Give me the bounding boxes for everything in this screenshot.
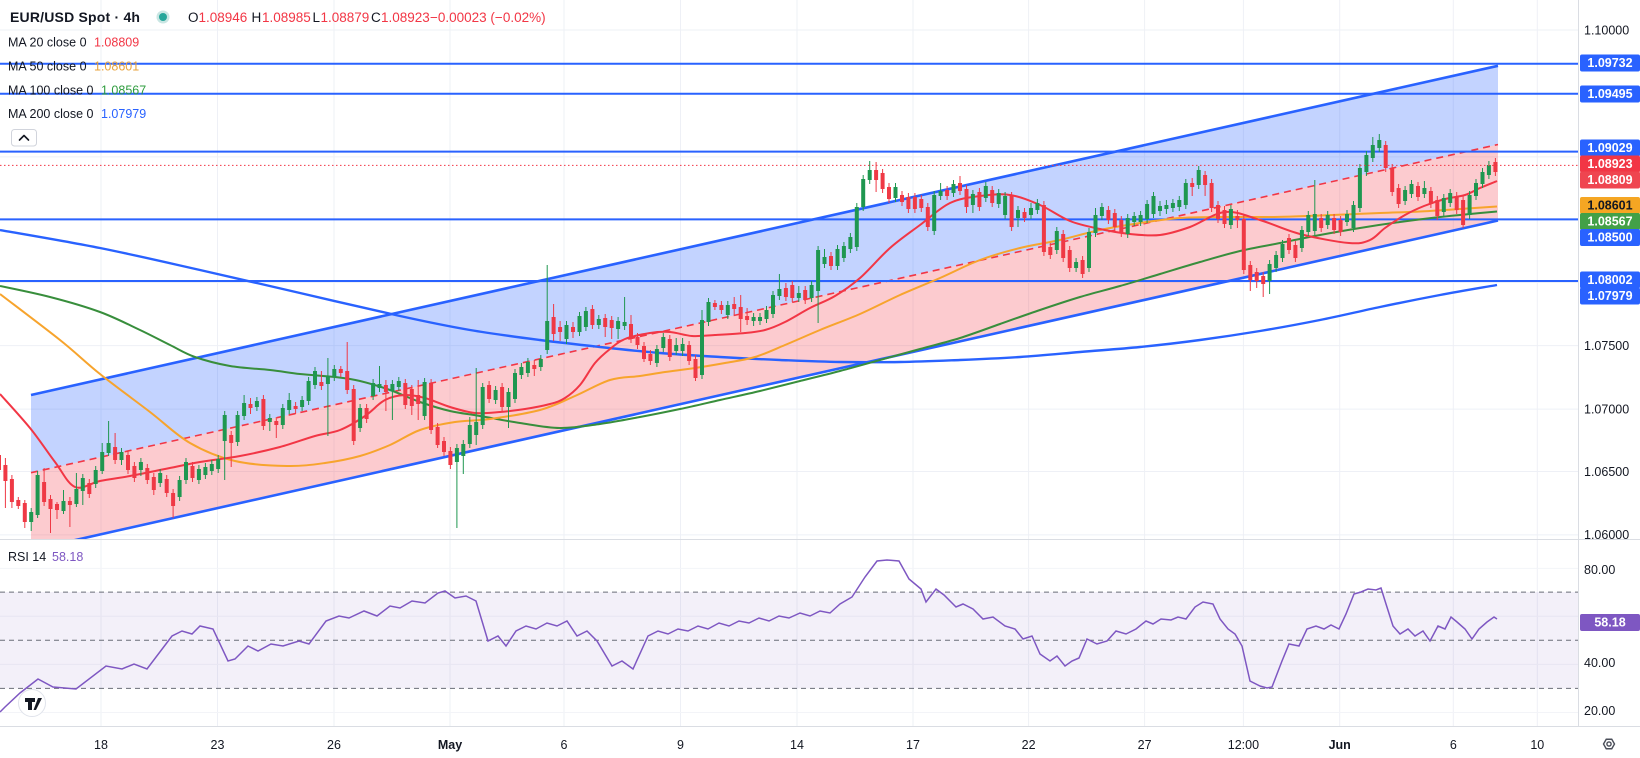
svg-text:12:00: 12:00 <box>1228 738 1259 752</box>
svg-text:1.08985: 1.08985 <box>262 10 311 25</box>
svg-text:EUR/USD Spot · 4h: EUR/USD Spot · 4h <box>10 9 140 25</box>
svg-text:MA 50 close 0: MA 50 close 0 <box>8 60 87 74</box>
svg-text:80.00: 80.00 <box>1584 563 1615 577</box>
svg-text:23: 23 <box>211 738 225 752</box>
svg-text:O: O <box>188 10 199 25</box>
svg-text:1.07000: 1.07000 <box>1584 402 1629 416</box>
svg-text:14: 14 <box>790 738 804 752</box>
svg-text:1.08567: 1.08567 <box>1587 215 1632 229</box>
svg-text:6: 6 <box>1450 738 1457 752</box>
svg-text:1.08946: 1.08946 <box>199 10 248 25</box>
svg-text:18: 18 <box>94 738 108 752</box>
svg-text:58.18: 58.18 <box>52 550 83 564</box>
svg-text:1.09495: 1.09495 <box>1587 87 1632 101</box>
svg-text:1.07979: 1.07979 <box>1587 289 1632 303</box>
svg-text:−0.00023 (−0.02%): −0.00023 (−0.02%) <box>430 10 546 25</box>
svg-text:C: C <box>371 10 381 25</box>
svg-text:MA 100 close 0: MA 100 close 0 <box>8 84 94 98</box>
svg-text:1.08601: 1.08601 <box>94 60 139 74</box>
svg-text:1.09029: 1.09029 <box>1587 141 1632 155</box>
svg-text:20.00: 20.00 <box>1584 704 1615 718</box>
svg-text:1.07500: 1.07500 <box>1584 339 1629 353</box>
svg-text:H: H <box>252 10 262 25</box>
svg-text:27: 27 <box>1138 738 1152 752</box>
svg-text:22: 22 <box>1022 738 1036 752</box>
svg-text:1.08923: 1.08923 <box>381 10 430 25</box>
svg-text:17: 17 <box>906 738 920 752</box>
svg-text:1.09732: 1.09732 <box>1587 56 1632 70</box>
svg-text:1.08500: 1.08500 <box>1587 231 1632 245</box>
svg-text:May: May <box>438 738 462 752</box>
svg-text:1.08809: 1.08809 <box>94 36 139 50</box>
svg-text:40.00: 40.00 <box>1584 656 1615 670</box>
svg-text:6: 6 <box>561 738 568 752</box>
svg-text:L: L <box>313 10 321 25</box>
svg-text:26: 26 <box>327 738 341 752</box>
svg-text:9: 9 <box>677 738 684 752</box>
svg-text:MA 200 close 0: MA 200 close 0 <box>8 107 94 121</box>
svg-text:RSI 14: RSI 14 <box>8 550 46 564</box>
svg-text:1.08567: 1.08567 <box>101 84 146 98</box>
svg-text:58.18: 58.18 <box>1594 616 1625 630</box>
svg-text:MA 20 close 0: MA 20 close 0 <box>8 36 87 50</box>
svg-text:1.08879: 1.08879 <box>321 10 370 25</box>
svg-text:1.08809: 1.08809 <box>1587 173 1632 187</box>
svg-text:Jun: Jun <box>1329 738 1351 752</box>
svg-text:1.08002: 1.08002 <box>1587 273 1632 287</box>
svg-text:10: 10 <box>1530 738 1544 752</box>
svg-text:1.07979: 1.07979 <box>101 107 146 121</box>
svg-text:1.08923: 1.08923 <box>1587 157 1632 171</box>
svg-text:1.10000: 1.10000 <box>1584 23 1629 37</box>
svg-text:1.08601: 1.08601 <box>1587 199 1632 213</box>
svg-text:1.06500: 1.06500 <box>1584 465 1629 479</box>
svg-text:1.06000: 1.06000 <box>1584 528 1629 542</box>
